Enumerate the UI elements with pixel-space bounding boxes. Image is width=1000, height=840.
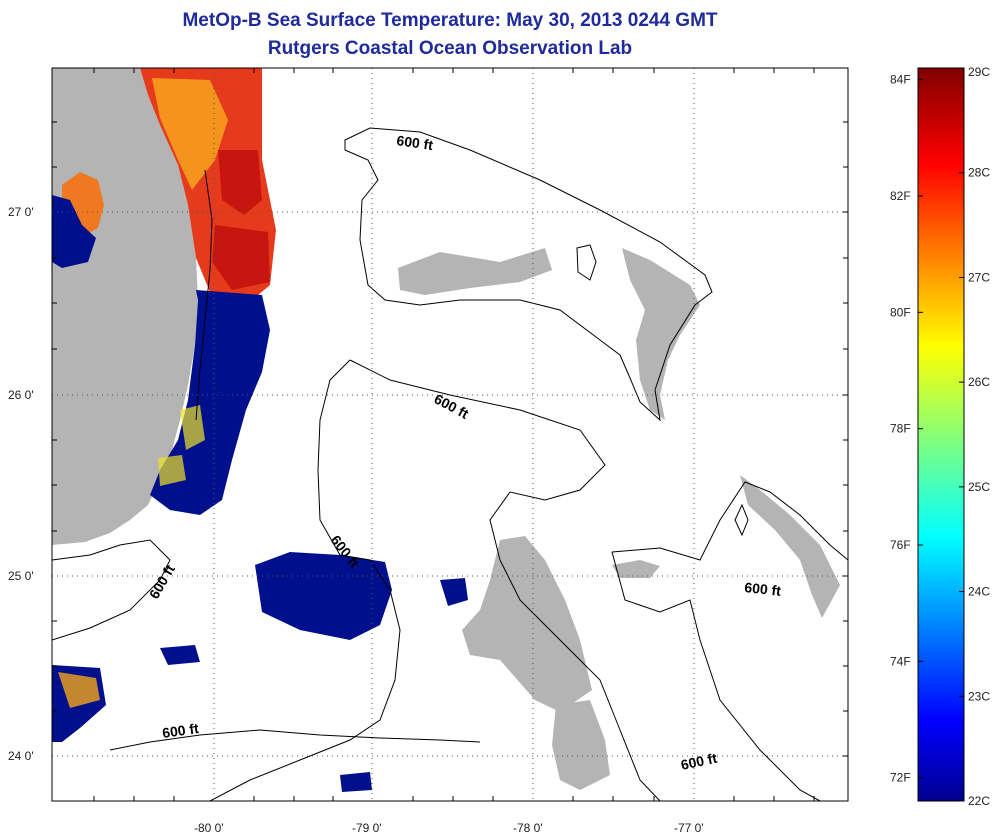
lon-label-78: -78 0' bbox=[513, 821, 543, 835]
contour-eleuthera-inner bbox=[734, 503, 749, 537]
andros-island bbox=[462, 536, 592, 712]
lon-label-77: -77 0' bbox=[674, 821, 704, 835]
lon-label-79: -79 0' bbox=[352, 821, 382, 835]
exuma-cays bbox=[612, 560, 660, 578]
eleuthera-island bbox=[740, 475, 840, 618]
contour-tongue bbox=[611, 481, 848, 561]
gridlines bbox=[52, 68, 848, 801]
map-subtitle: Rutgers Coastal Ocean Observation Lab bbox=[267, 38, 633, 59]
contour-florida-straits bbox=[52, 539, 171, 641]
contour-andros-inner bbox=[576, 244, 597, 281]
contour-exuma bbox=[611, 551, 821, 801]
lat-label-25: 25 0' bbox=[8, 569, 34, 583]
contour-label-7: 600 ft bbox=[679, 750, 718, 773]
sst-mixed-coast bbox=[158, 405, 205, 486]
contour-coastline-fl bbox=[195, 169, 213, 421]
contour-label-6: 600 ft bbox=[161, 720, 200, 741]
abaco-island bbox=[622, 248, 700, 420]
contour-great-bahama-bank bbox=[349, 359, 661, 801]
map-title: MetOp-B Sea Surface Temperature: May 30,… bbox=[182, 10, 718, 31]
sst-orange-band bbox=[152, 78, 228, 190]
lat-label-27: 27 0' bbox=[8, 205, 34, 219]
grand-bahama-island bbox=[398, 248, 552, 295]
sst-deep-warm bbox=[212, 150, 270, 290]
sst-cool-patch-offshore bbox=[255, 552, 392, 640]
contour-bank-west bbox=[209, 359, 401, 801]
contour-south bbox=[109, 729, 481, 751]
lon-label-80: -80 0' bbox=[194, 821, 224, 835]
contour-little-bahama-bank bbox=[344, 127, 713, 422]
contour-label-1: 600 ft bbox=[396, 132, 435, 153]
frame-ticks bbox=[52, 68, 848, 801]
andros-south bbox=[552, 700, 610, 790]
sst-mixed-keys bbox=[58, 672, 100, 708]
depth-contours bbox=[52, 127, 848, 801]
inland-lake-cool bbox=[52, 195, 96, 268]
lat-label-26: 26 0' bbox=[8, 388, 34, 402]
map-border bbox=[51, 67, 849, 802]
lat-label-24: 24 0' bbox=[8, 749, 34, 763]
contour-label-5: 600 ft bbox=[744, 579, 782, 599]
